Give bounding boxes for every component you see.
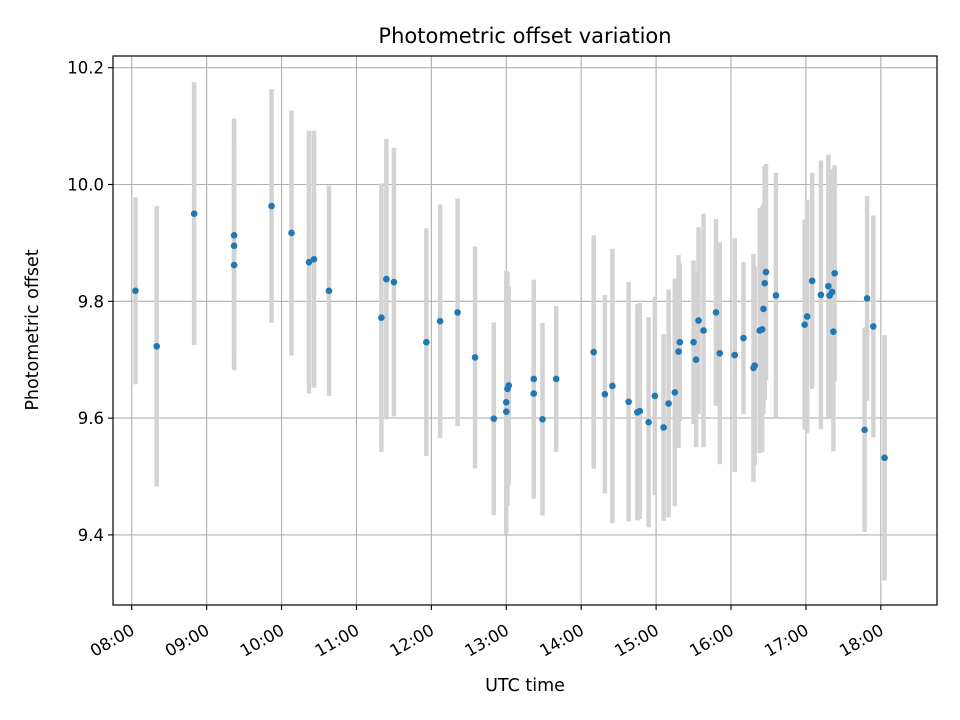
data-point — [390, 278, 398, 286]
data-point — [731, 351, 739, 359]
data-point — [590, 348, 597, 356]
y-tick-label: 9.6 — [78, 409, 104, 428]
data-point — [230, 261, 238, 269]
data-point — [761, 279, 769, 287]
y-axis-label: Photometric offset — [23, 249, 43, 410]
data-point — [502, 408, 510, 415]
data-point — [758, 326, 766, 333]
data-point — [436, 317, 444, 325]
data-point — [801, 321, 808, 328]
y-tick-label: 10.0 — [67, 175, 104, 194]
data-point — [625, 398, 632, 406]
data-point — [490, 415, 498, 422]
data-point — [665, 400, 672, 407]
data-point — [861, 426, 868, 434]
x-axis-label: UTC time — [485, 676, 565, 696]
data-point — [530, 390, 538, 397]
data-point — [636, 407, 644, 415]
data-point — [268, 202, 275, 210]
data-point — [552, 375, 560, 383]
data-point — [870, 323, 877, 330]
plot-area — [113, 56, 937, 605]
data-point — [863, 295, 871, 302]
y-tick-label: 9.8 — [78, 292, 104, 311]
data-point — [700, 327, 707, 334]
data-point — [454, 309, 461, 316]
data-point — [712, 309, 720, 316]
data-point — [288, 229, 295, 237]
data-point — [132, 287, 139, 295]
data-point — [305, 258, 313, 266]
data-point — [310, 255, 318, 263]
data-point — [716, 349, 724, 357]
data-point — [828, 288, 836, 296]
data-point — [762, 268, 770, 276]
data-point — [825, 282, 832, 290]
data-point — [325, 287, 333, 295]
data-point — [190, 210, 198, 217]
data-point — [530, 375, 538, 383]
data-point — [609, 382, 616, 390]
data-point — [817, 291, 825, 299]
data-point — [651, 392, 659, 400]
data-point — [692, 356, 700, 364]
data-point — [383, 275, 390, 283]
data-point — [695, 317, 702, 324]
data-point — [740, 334, 747, 342]
data-point — [830, 328, 837, 335]
data-point — [505, 382, 513, 389]
data-point — [803, 313, 811, 320]
data-point — [671, 389, 679, 396]
data-point — [831, 269, 838, 277]
data-point — [660, 424, 667, 431]
data-point — [471, 354, 479, 361]
data-point — [502, 399, 510, 406]
data-point — [690, 338, 697, 346]
data-point — [675, 348, 682, 355]
data-point — [423, 338, 430, 346]
data-point — [751, 362, 759, 369]
data-point — [230, 232, 238, 239]
plot-frame — [112, 55, 938, 606]
data-point — [378, 314, 385, 321]
data-point — [645, 418, 652, 426]
data-point — [601, 390, 609, 398]
data-point — [881, 454, 888, 462]
data-point — [772, 292, 780, 299]
y-tick-label: 9.4 — [78, 526, 104, 545]
data-point — [676, 338, 684, 346]
data-point — [153, 342, 160, 350]
point-layer — [132, 202, 888, 462]
chart-title: Photometric offset variation — [378, 24, 671, 48]
data-point — [808, 277, 816, 285]
data-point — [539, 415, 546, 423]
data-point — [230, 242, 238, 250]
y-tick-label: 10.2 — [67, 59, 104, 78]
data-point — [760, 305, 767, 313]
